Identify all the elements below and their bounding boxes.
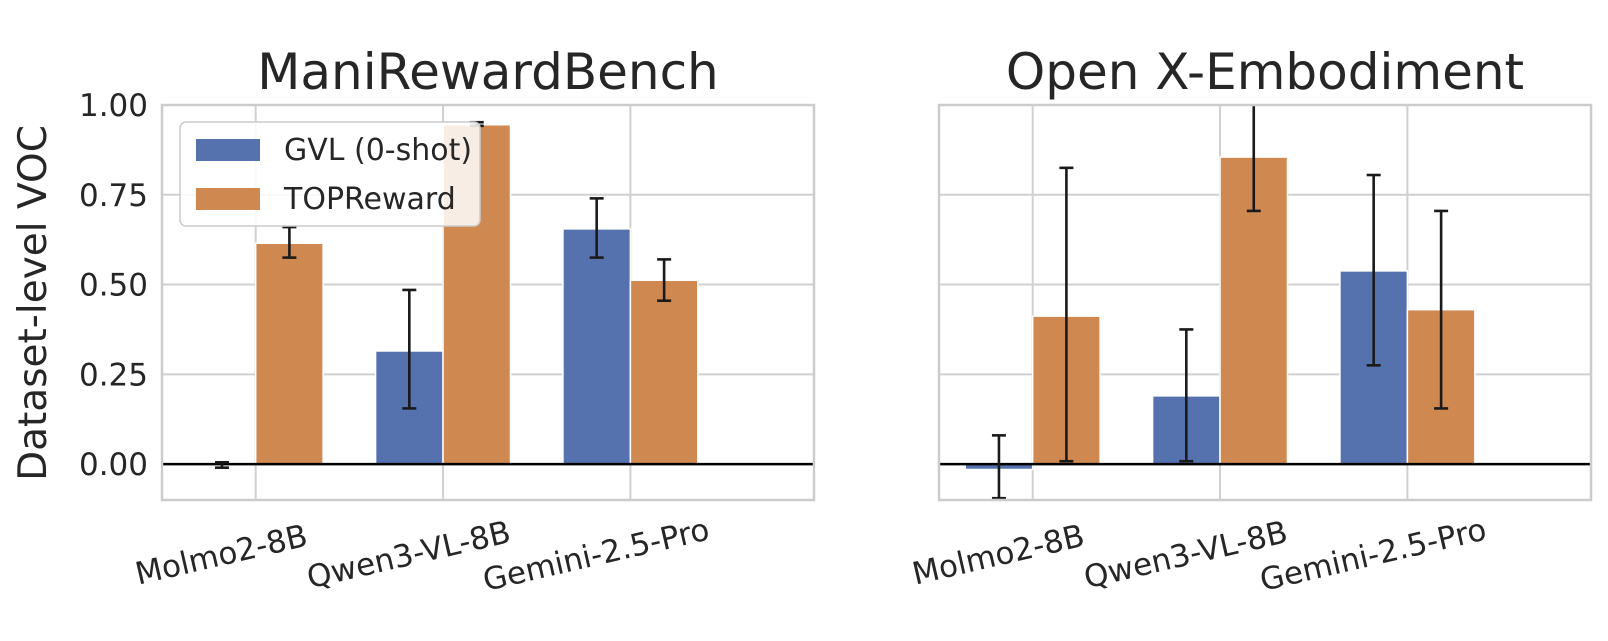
panel-title: ManiRewardBench xyxy=(257,43,719,101)
plot-frame xyxy=(937,103,1593,502)
legend-swatch xyxy=(196,139,260,161)
y-axis-label: Dataset-level VOC xyxy=(11,125,56,481)
bar-gvl-0-shot--gemini-2.5-pro xyxy=(562,228,632,465)
x-tick-label: Molmo2-8B xyxy=(909,518,1088,593)
legend-swatch xyxy=(196,188,260,210)
x-tick-label: Gemini-2.5-Pro xyxy=(1257,512,1490,599)
legend-label: TOPReward xyxy=(283,182,456,217)
x-tick-label: Molmo2-8B xyxy=(132,518,311,593)
plot-frame xyxy=(160,103,816,502)
x-tick-label: Gemini-2.5-Pro xyxy=(480,512,713,599)
x-tick-label: Qwen3-VL-8B xyxy=(304,514,514,596)
y-tick-label: 0.25 xyxy=(79,357,148,393)
y-tick-label: 1.00 xyxy=(79,88,148,124)
panel-2: Open X-Embodiment Molmo2-8BQwen3-VL-8BGem… xyxy=(909,43,1593,599)
bar-topreward-gemini-2.5-pro xyxy=(629,279,699,465)
bar-topreward-molmo2-8b xyxy=(254,242,324,465)
panel-title: Open X-Embodiment xyxy=(1006,43,1524,101)
legend-label: GVL (0-shot) xyxy=(284,133,472,168)
y-tick-label: 0.50 xyxy=(79,268,148,304)
x-tick-label: Qwen3-VL-8B xyxy=(1081,514,1291,596)
legend: GVL (0-shot) TOPReward xyxy=(179,121,481,227)
y-tick-label: 0.75 xyxy=(79,178,148,214)
y-tick-label: 0.00 xyxy=(79,447,148,483)
panel-1: ManiRewardBench 0.00 0.25 0.50 0.75 1.00 Molmo… xyxy=(79,43,816,599)
